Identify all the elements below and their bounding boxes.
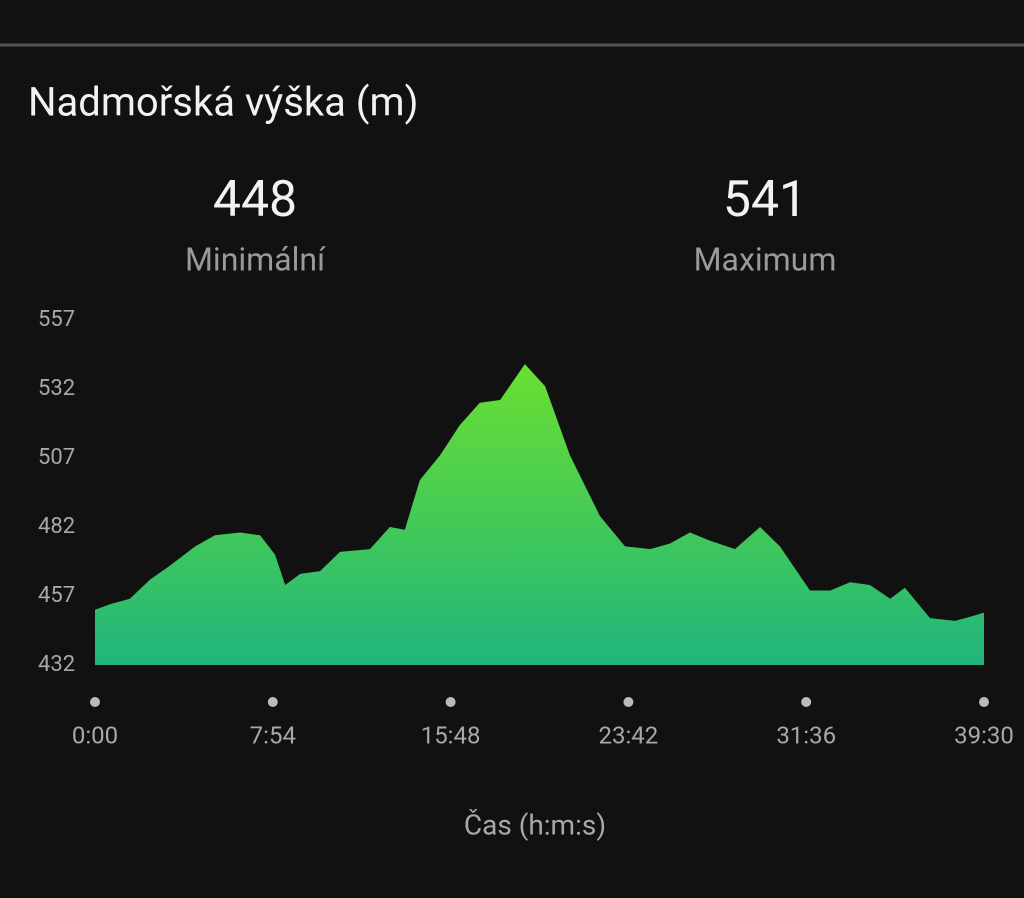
y-tick-label: 532: [38, 376, 75, 401]
y-tick-label: 482: [38, 514, 75, 539]
x-tick-dot: [445, 697, 456, 707]
x-axis-label: Čas (h:m:s): [464, 808, 606, 841]
stat-value: 448: [213, 171, 297, 229]
x-tick-label: 39:30: [954, 721, 1014, 749]
x-tick-label: 15:48: [421, 721, 481, 749]
elevation-area: [95, 364, 984, 665]
x-tick-label: 7:54: [250, 721, 296, 749]
x-tick-dot: [979, 697, 989, 707]
stat-label: Maximum: [694, 240, 837, 278]
y-tick-label: 557: [38, 307, 75, 332]
x-tick-label: 0:00: [72, 721, 118, 749]
x-tick-label: 31:36: [776, 721, 836, 749]
x-tick-dot: [801, 697, 812, 707]
x-tick-dot: [267, 697, 278, 707]
stat-value: 541: [723, 171, 807, 229]
y-tick-label: 457: [38, 583, 75, 608]
x-tick-dot: [90, 697, 100, 707]
y-tick-label: 432: [38, 652, 75, 677]
stat-label: Minimální: [185, 240, 326, 278]
y-tick-label: 507: [38, 445, 75, 470]
chart-title: Nadmořská výška (m): [28, 79, 419, 126]
x-tick-label: 23:42: [599, 721, 659, 749]
x-tick-dot: [623, 697, 634, 707]
